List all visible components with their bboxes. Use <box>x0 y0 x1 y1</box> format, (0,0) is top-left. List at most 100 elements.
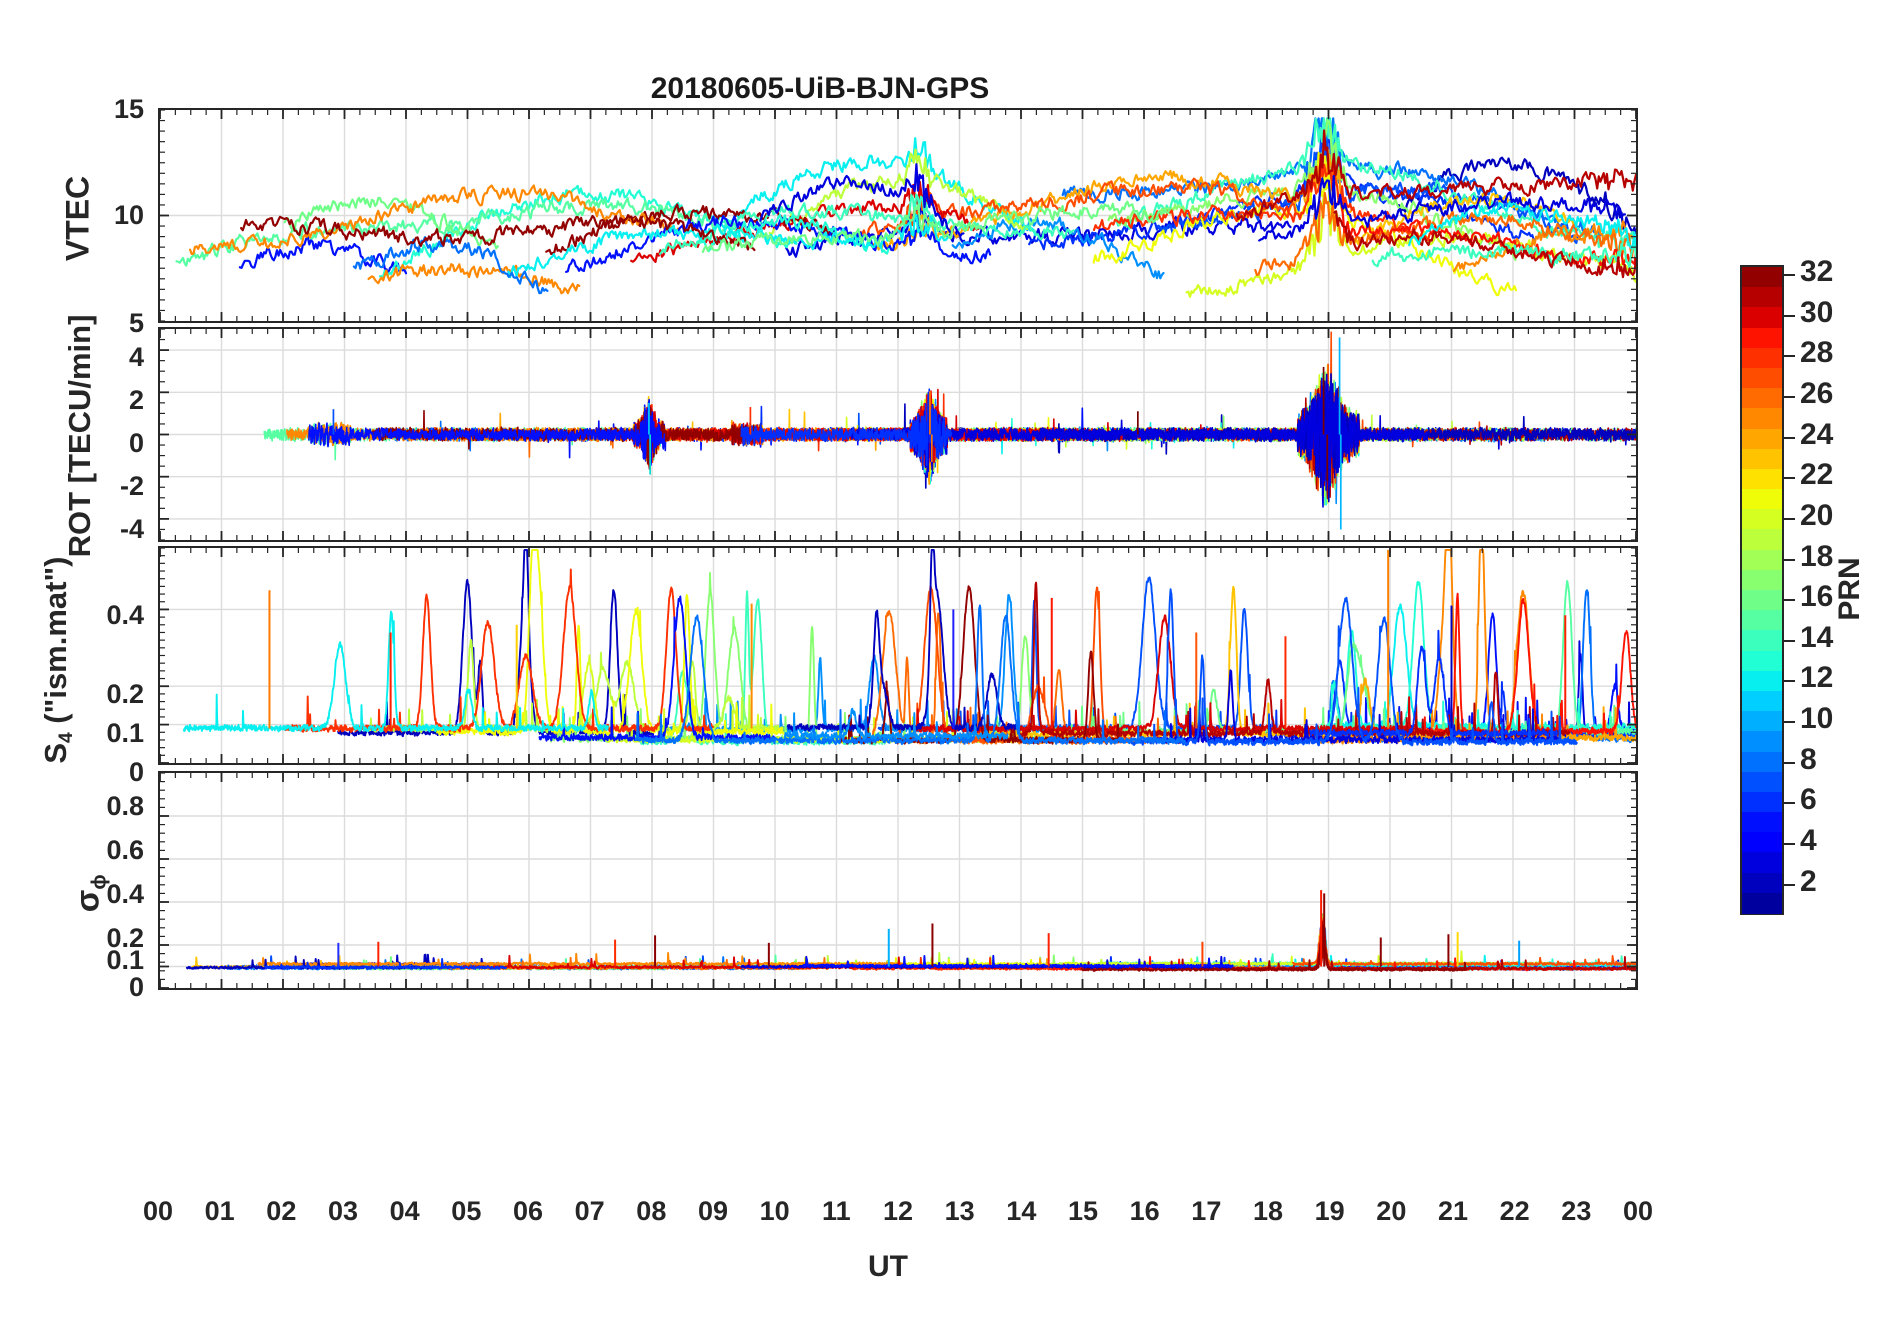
panel-vtec-ytick-1: 10 <box>113 200 144 230</box>
x-axis-tick-11: 11 <box>822 1196 851 1226</box>
panel-s4-plot <box>158 546 1638 765</box>
colorbar-band <box>1742 690 1782 712</box>
colorbar-tick-7: 18 <box>1800 539 1834 573</box>
colorbar-tick-1: 30 <box>1800 295 1834 329</box>
x-axis-tick-21: 21 <box>1437 1196 1469 1226</box>
colorbar-band <box>1742 832 1782 854</box>
colorbar-tick-mark <box>1784 599 1795 602</box>
colorbar-tick-5: 22 <box>1800 458 1834 492</box>
x-axis-tick-7: 07 <box>574 1196 605 1226</box>
panel-rot-ytick-1: 2 <box>128 385 144 415</box>
colorbar-tick-8: 16 <box>1800 580 1834 614</box>
panel-sigma-phi-ytick-4: 0.1 <box>106 945 144 975</box>
colorbar-band <box>1742 590 1782 611</box>
panel-s4-ytick-3: 0 <box>128 757 144 787</box>
x-axis-tick-20: 20 <box>1376 1196 1407 1226</box>
prn-colorbar-label: PRN <box>1833 557 1866 621</box>
panel-vtec-plot <box>158 108 1638 323</box>
x-axis-tick-17: 17 <box>1191 1196 1222 1226</box>
panel-sigma-phi-ytick-0: 0.8 <box>106 791 144 821</box>
colorbar-tick-mark <box>1784 883 1795 886</box>
x-axis-tick-22: 22 <box>1499 1196 1530 1226</box>
colorbar-tick-4: 24 <box>1800 417 1834 451</box>
colorbar-band <box>1742 569 1782 591</box>
x-axis-tick-5: 05 <box>451 1196 482 1226</box>
colorbar-tick-mark <box>1784 802 1795 805</box>
colorbar-tick-mark <box>1784 558 1795 561</box>
panel-rot-ytick-3: -2 <box>119 471 144 501</box>
colorbar-tick-mark <box>1784 396 1795 399</box>
x-axis-tick-18: 18 <box>1252 1196 1284 1226</box>
colorbar-tick-mark <box>1784 842 1795 845</box>
colorbar-band <box>1742 287 1782 309</box>
panel-sigma-phi-ytick-5: 0 <box>128 972 144 1002</box>
x-axis-tick-19: 19 <box>1314 1196 1345 1226</box>
colorbar-band <box>1742 388 1782 410</box>
colorbar-tick-6: 20 <box>1800 498 1834 532</box>
colorbar-tick-mark <box>1784 477 1795 480</box>
colorbar-tick-10: 12 <box>1800 661 1834 695</box>
colorbar-band <box>1742 489 1782 511</box>
figure-title: 20180605-UiB-BJN-GPS <box>650 72 990 105</box>
colorbar-tick-13: 6 <box>1800 783 1817 817</box>
colorbar-band <box>1742 529 1782 551</box>
panel-sigma-phi-ytick-2: 0.4 <box>106 879 144 909</box>
colorbar-tick-12: 8 <box>1800 742 1817 776</box>
colorbar-band <box>1742 872 1782 894</box>
x-axis-tick-1: 01 <box>204 1196 235 1226</box>
x-axis-tick-9: 09 <box>697 1196 729 1226</box>
colorbar-tick-9: 14 <box>1800 620 1834 654</box>
x-axis-tick-3: 03 <box>327 1196 359 1226</box>
colorbar-band <box>1742 751 1782 773</box>
panel-rot-ytick-2: 0 <box>128 428 144 458</box>
colorbar-tick-11: 10 <box>1800 702 1834 736</box>
x-axis-tick-23: 23 <box>1561 1196 1592 1226</box>
panel-s4-ytick-1: 0.2 <box>106 679 144 709</box>
panel-sigma-phi-ytick-3: 0.2 <box>106 923 144 953</box>
x-axis-tick-13: 13 <box>944 1196 975 1226</box>
colorbar-tick-mark <box>1784 639 1795 642</box>
prn-colorbar <box>1740 265 1784 915</box>
colorbar-band <box>1742 428 1782 450</box>
x-axis-tick-10: 10 <box>759 1196 790 1226</box>
x-axis-tick-16: 16 <box>1129 1196 1160 1226</box>
x-axis-tick-8: 08 <box>636 1196 667 1226</box>
colorbar-band <box>1742 347 1782 369</box>
panel-rot-ytick-4: -4 <box>119 514 144 544</box>
colorbar-tick-mark <box>1784 355 1795 358</box>
colorbar-band <box>1742 630 1782 652</box>
colorbar-band <box>1742 327 1782 349</box>
panel-s4-ytick-0: 0.4 <box>106 600 144 630</box>
colorbar-band <box>1742 448 1782 470</box>
x-axis-tick-0: 00 <box>142 1196 174 1226</box>
colorbar-band <box>1742 408 1782 430</box>
colorbar-band <box>1742 852 1782 874</box>
x-axis-tick-4: 04 <box>389 1196 420 1226</box>
panel-s4-ytick-2: 0.1 <box>106 718 144 748</box>
panel-vtec-ytick-2: 5 <box>128 308 144 338</box>
colorbar-tick-mark <box>1784 761 1795 764</box>
colorbar-band <box>1742 771 1782 793</box>
colorbar-tick-mark <box>1784 680 1795 683</box>
x-axis-label: UT <box>868 1250 908 1283</box>
colorbar-tick-0: 32 <box>1800 255 1834 289</box>
panel-vtec-ytick-0: 15 <box>113 94 144 124</box>
colorbar-tick-mark <box>1784 436 1795 439</box>
colorbar-tick-2: 28 <box>1800 336 1834 370</box>
x-axis-tick-6: 06 <box>512 1196 544 1226</box>
colorbar-band <box>1742 610 1782 632</box>
colorbar-band <box>1742 509 1782 531</box>
colorbar-band <box>1742 468 1782 490</box>
colorbar-band <box>1742 549 1782 571</box>
colorbar-band <box>1742 791 1782 813</box>
x-axis-tick-2: 02 <box>266 1196 297 1226</box>
colorbar-tick-mark <box>1784 274 1795 277</box>
panel-rot-plot <box>158 327 1638 542</box>
panel-sigma-phi-plot <box>158 771 1638 990</box>
colorbar-band <box>1742 670 1782 692</box>
x-axis-tick-24: 00 <box>1622 1196 1654 1226</box>
colorbar-tick-mark <box>1784 314 1795 317</box>
panel-sigma-phi-ytick-1: 0.6 <box>106 835 144 865</box>
colorbar-band <box>1742 731 1782 753</box>
